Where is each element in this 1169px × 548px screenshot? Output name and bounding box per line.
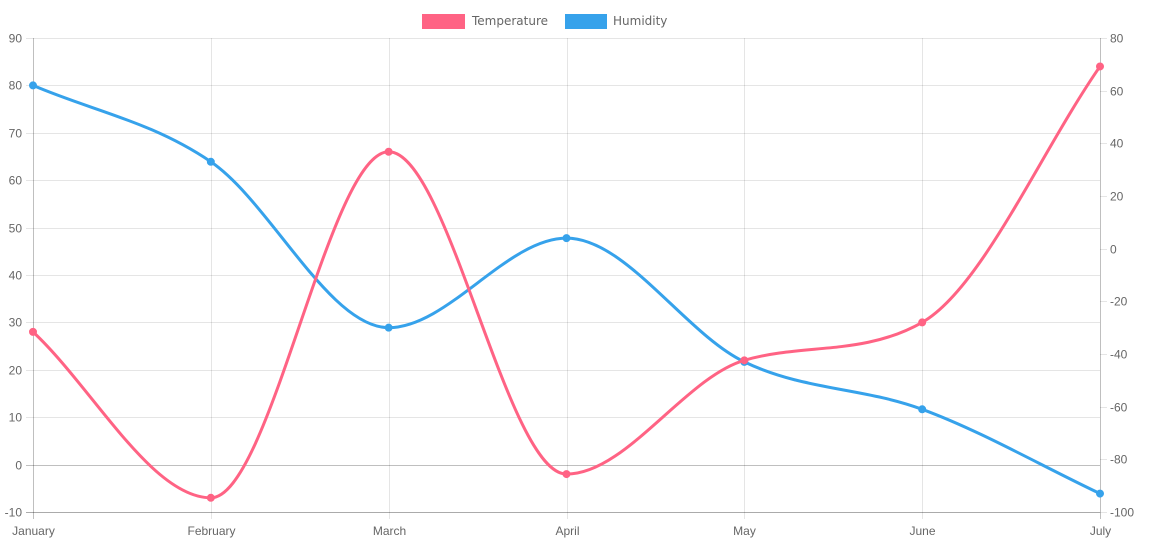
y-left-tick-label: 50 xyxy=(9,222,23,236)
legend: Temperature Humidity xyxy=(422,14,667,29)
x-tick-label: April xyxy=(555,524,579,538)
legend-label-humidity: Humidity xyxy=(613,14,667,28)
x-tick-label: February xyxy=(187,524,235,538)
legend-item-temperature[interactable]: Temperature xyxy=(422,14,548,29)
y-left-tick-label: 80 xyxy=(9,79,23,93)
y-left-tick-label: 90 xyxy=(9,32,23,46)
x-tick-label: March xyxy=(373,524,406,538)
data-point-humidity[interactable] xyxy=(29,81,37,90)
data-point-humidity[interactable] xyxy=(562,234,571,243)
y-left-tick-label: 60 xyxy=(9,174,23,188)
data-point-humidity[interactable] xyxy=(918,405,927,414)
data-point-temperature[interactable] xyxy=(918,318,927,327)
y-right-tick-label: -80 xyxy=(1110,453,1128,467)
series-line-temperature[interactable] xyxy=(31,64,1102,500)
y-right-tick-label: 20 xyxy=(1110,190,1124,204)
data-point-humidity[interactable] xyxy=(384,323,393,332)
y-left-tick-label: 10 xyxy=(9,411,23,425)
y-left-tick-label: 70 xyxy=(9,127,23,141)
legend-swatch-temperature xyxy=(422,14,465,29)
y-axis-left: 90 80 70 60 50 40 30 20 10 0 -10 xyxy=(5,32,23,520)
data-point-temperature[interactable] xyxy=(384,147,393,156)
x-axis: January February March April May June July xyxy=(12,512,1111,538)
data-point-temperature[interactable] xyxy=(562,470,571,479)
legend-swatch-humidity xyxy=(565,14,607,29)
x-tick-label: July xyxy=(1090,524,1111,538)
data-point-humidity[interactable] xyxy=(1096,489,1104,498)
y-right-tick-label: -100 xyxy=(1110,506,1134,520)
y-left-tick-label: 40 xyxy=(9,269,23,283)
x-tick-label: June xyxy=(909,524,935,538)
y-axis-right: 80 60 40 20 0 -20 -40 -60 -80 -100 xyxy=(1100,32,1134,520)
data-point-temperature[interactable] xyxy=(1096,62,1104,71)
data-point-temperature[interactable] xyxy=(740,356,749,365)
y-left-tick-label: 0 xyxy=(15,459,22,473)
y-right-tick-label: -40 xyxy=(1110,348,1128,362)
data-point-temperature[interactable] xyxy=(206,493,215,502)
y-left-tick-label: 20 xyxy=(9,364,23,378)
data-point-humidity[interactable] xyxy=(206,157,215,166)
y-right-tick-label: -60 xyxy=(1110,401,1128,415)
y-right-tick-label: 60 xyxy=(1110,85,1124,99)
y-right-tick-label: 0 xyxy=(1110,243,1117,257)
legend-label-temperature: Temperature xyxy=(471,14,548,28)
y-right-tick-label: 80 xyxy=(1110,32,1124,46)
y-left-tick-label: -10 xyxy=(5,506,23,520)
x-tick-label: May xyxy=(733,524,756,538)
series-line-humidity[interactable] xyxy=(31,83,1102,496)
data-point-temperature[interactable] xyxy=(29,327,37,336)
y-left-tick-label: 30 xyxy=(9,316,23,330)
legend-item-humidity[interactable]: Humidity xyxy=(565,14,667,29)
y-right-tick-label: 40 xyxy=(1110,137,1124,151)
grid xyxy=(26,38,1101,519)
y-right-tick-label: -20 xyxy=(1110,295,1128,309)
x-tick-label: January xyxy=(12,524,55,538)
series-layer xyxy=(29,62,1104,502)
